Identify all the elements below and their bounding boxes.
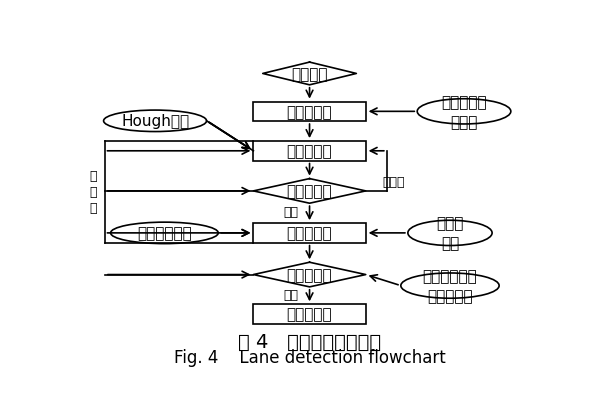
Bar — [254, 102, 366, 122]
Text: 更新车道线: 更新车道线 — [287, 307, 332, 322]
Text: 消隐点、斜率: 消隐点、斜率 — [137, 226, 192, 241]
Text: 符合: 符合 — [283, 205, 298, 218]
Polygon shape — [263, 63, 356, 85]
Text: 车道线跟踪: 车道线跟踪 — [287, 226, 332, 241]
Ellipse shape — [408, 221, 492, 246]
Bar — [254, 304, 366, 324]
Text: Hough变换: Hough变换 — [121, 114, 189, 129]
Text: 置信度判断: 置信度判断 — [287, 267, 332, 282]
Ellipse shape — [417, 99, 511, 125]
Bar — [254, 142, 366, 161]
Ellipse shape — [104, 111, 207, 132]
Text: 不
符
合: 不 符 合 — [89, 170, 97, 215]
Bar — [254, 224, 366, 243]
Text: 获取图像: 获取图像 — [291, 67, 328, 82]
Polygon shape — [254, 263, 366, 287]
Text: 卡尔曼
滤波: 卡尔曼 滤波 — [436, 216, 464, 251]
Text: 与上一帧图像
斜率截距差: 与上一帧图像 斜率截距差 — [423, 269, 477, 303]
Text: 符合: 符合 — [283, 289, 298, 301]
Polygon shape — [254, 179, 366, 204]
Ellipse shape — [111, 222, 218, 244]
Text: 置信度判断: 置信度判断 — [287, 184, 332, 199]
Text: 车道线检测: 车道线检测 — [287, 144, 332, 159]
Text: 图像预处理: 图像预处理 — [287, 105, 332, 119]
Ellipse shape — [401, 273, 499, 299]
Text: 去噪、骨架
提取等: 去噪、骨架 提取等 — [441, 95, 487, 129]
Text: 不符合: 不符合 — [382, 175, 405, 189]
Text: Fig. 4    Lane detection flowchart: Fig. 4 Lane detection flowchart — [174, 348, 445, 366]
Text: 图 4   车道线检测流程图: 图 4 车道线检测流程图 — [238, 332, 381, 351]
